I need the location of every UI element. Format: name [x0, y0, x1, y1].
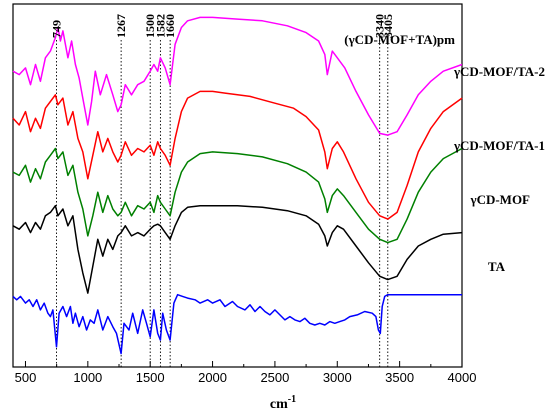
x-axis-ticks: 500 1000 1500 2000 2500 3000 3500 4000 — [15, 361, 477, 385]
x-tick-label: 3500 — [385, 370, 414, 385]
series-label-3: γCD-MOF — [469, 192, 530, 207]
series-label-4: TA — [488, 259, 506, 274]
series-line-3 — [12, 204, 463, 294]
peak-label-749: 749 — [50, 20, 64, 38]
series-line-0 — [12, 16, 463, 136]
peak-label-3340: 3340 — [373, 14, 387, 38]
x-tick-label: 1000 — [73, 370, 102, 385]
series-line-1 — [12, 90, 463, 220]
series-lines — [12, 16, 463, 355]
peak-label-1660: 1660 — [163, 14, 177, 38]
x-axis-label: cm-1 — [270, 394, 296, 412]
series-labels: (γCD-MOF+TA)pm γCD-MOF/TA-2 γCD-MOF/TA-1 γC… — [344, 32, 545, 274]
x-tick-label: 500 — [15, 370, 37, 385]
x-tick-label: 2000 — [198, 370, 227, 385]
x-axis-label-superscript: -1 — [288, 394, 296, 405]
plot-frame — [12, 3, 463, 368]
peak-label-1267: 1267 — [114, 14, 128, 38]
x-tick-label: 2500 — [260, 370, 289, 385]
peak-label-1500: 1500 — [143, 14, 157, 38]
series-label-1: γCD-MOF/TA-2 — [453, 64, 545, 79]
peak-label-3405: 3405 — [381, 14, 395, 38]
x-axis-label-unit: cm — [270, 397, 288, 412]
series-line-4 — [12, 293, 462, 355]
x-tick-label: 3000 — [323, 370, 352, 385]
x-tick-label: 1500 — [136, 370, 165, 385]
series-label-2: γCD-MOF/TA-1 — [453, 138, 545, 153]
peak-label-1582: 1582 — [153, 14, 167, 38]
series-label-0: (γCD-MOF+TA)pm — [344, 32, 455, 47]
series-line-2 — [12, 147, 463, 244]
x-tick-label: 4000 — [448, 370, 477, 385]
plot-border — [12, 3, 463, 368]
